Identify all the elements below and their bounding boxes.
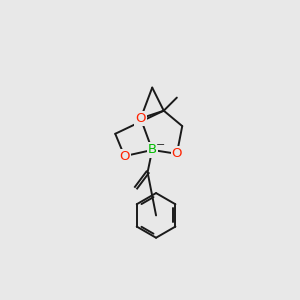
Text: B: B: [148, 143, 157, 157]
Text: O: O: [119, 150, 130, 163]
Text: O: O: [135, 112, 146, 125]
Text: −: −: [156, 140, 165, 150]
Text: O: O: [172, 147, 182, 160]
